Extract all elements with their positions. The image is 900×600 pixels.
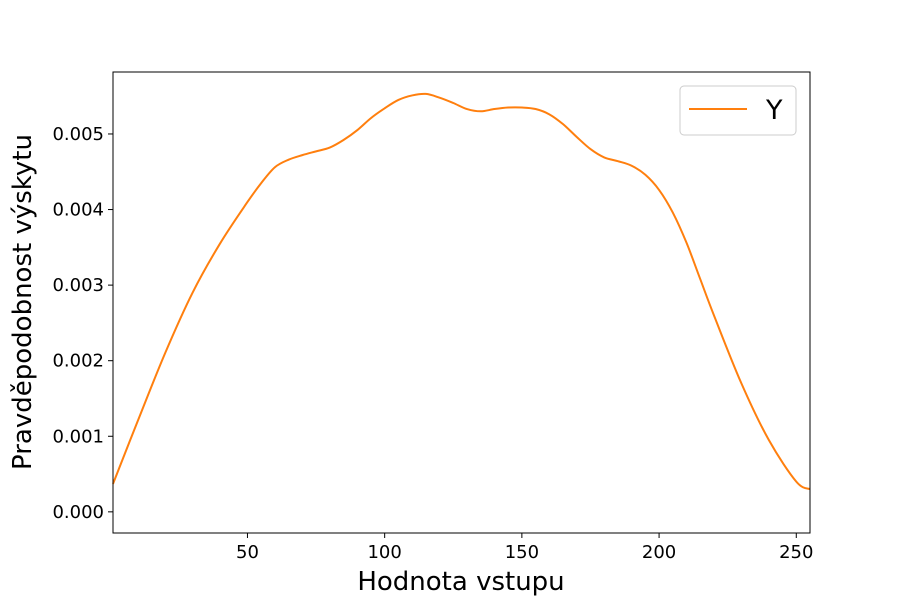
plot-area — [112, 92, 811, 491]
x-tick-label: 250 — [779, 542, 813, 563]
series-line-y — [112, 92, 811, 491]
legend-label-y: Y — [765, 95, 783, 126]
y-tick-label: 0.003 — [52, 275, 104, 296]
y-axis-ticks: 0.000 0.001 0.002 0.003 0.004 0.005 — [52, 124, 113, 523]
plot-frame — [112, 71, 811, 534]
x-axis-label: Hodnota vstupu — [357, 567, 564, 597]
y-tick-label: 0.000 — [52, 502, 104, 523]
x-tick-label: 50 — [236, 542, 259, 563]
legend-box — [679, 85, 797, 136]
y-tick-label: 0.004 — [52, 200, 104, 221]
y-tick-label: 0.001 — [52, 426, 104, 447]
y-axis-label: Pravděpodobnost výskytu — [8, 134, 38, 470]
x-tick-label: 150 — [505, 542, 539, 563]
x-axis-ticks: 50 100 150 200 250 — [236, 533, 813, 563]
y-tick-label: 0.005 — [52, 124, 104, 145]
y-tick-label: 0.002 — [52, 351, 104, 372]
legend: Y — [679, 85, 797, 136]
x-tick-label: 200 — [642, 542, 676, 563]
x-tick-label: 100 — [367, 542, 401, 563]
